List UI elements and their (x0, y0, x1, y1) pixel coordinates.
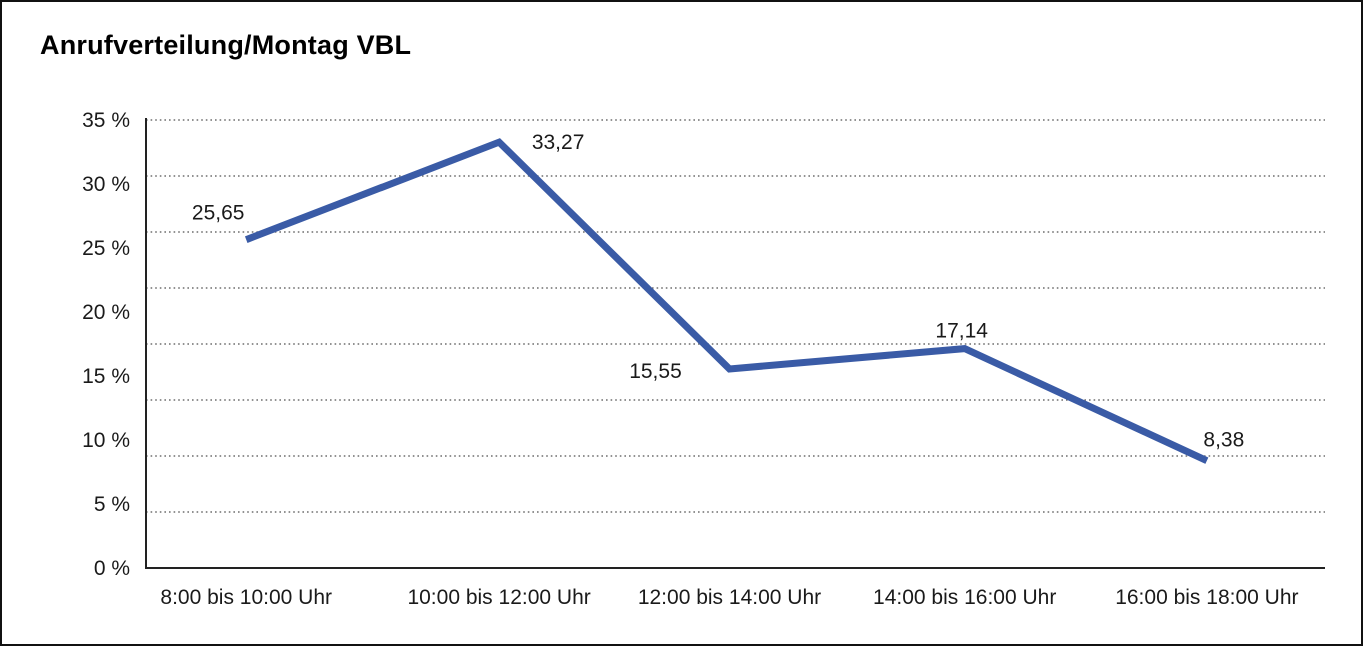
y-tick-label: 35 % (82, 109, 130, 132)
x-category-label: 10:00 bis 12:00 Uhr (407, 586, 590, 609)
gridlines-group (146, 119, 1325, 513)
axes-group (145, 118, 1325, 569)
x-category-label: 12:00 bis 14:00 Uhr (638, 586, 821, 609)
chart-title: Anrufverteilung/Montag VBL (40, 30, 412, 60)
y-tick-label: 25 % (82, 237, 130, 260)
y-tick-label: 10 % (82, 429, 130, 452)
data-point-label: 15,55 (629, 360, 682, 383)
x-category-label: 16:00 bis 18:00 Uhr (1115, 586, 1298, 609)
data-line (244, 138, 1209, 464)
labels-group: 0 % 5 % 10 % 15 % 20 % 25 % 30 % 35 % 8:00 bis 1… (82, 109, 1298, 609)
data-series-group (244, 138, 1209, 464)
data-point-label: 8,38 (1203, 429, 1244, 452)
data-point-label: 25,65 (192, 202, 245, 225)
y-tick-label: 0 % (94, 557, 130, 580)
data-point-label: 33,27 (532, 131, 585, 154)
y-tick-label: 30 % (82, 173, 130, 196)
data-point-label: 17,14 (935, 320, 988, 343)
y-tick-label: 15 % (82, 365, 130, 388)
y-tick-label: 20 % (82, 301, 130, 324)
x-category-label: 8:00 bis 10:00 Uhr (160, 586, 332, 609)
y-tick-label: 5 % (94, 493, 130, 516)
x-category-label: 14:00 bis 16:00 Uhr (873, 586, 1056, 609)
